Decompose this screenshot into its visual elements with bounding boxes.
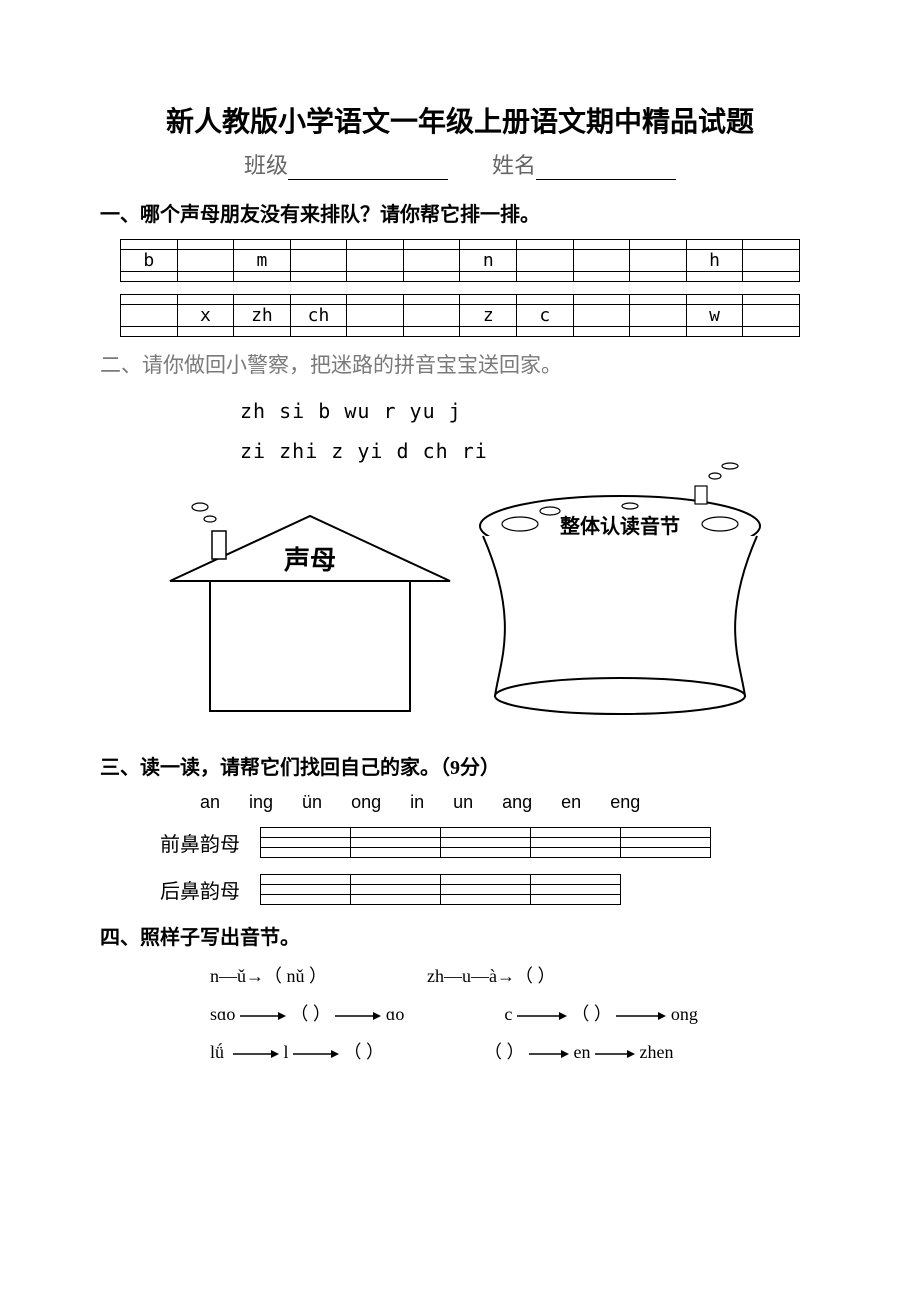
arrow-icon: [529, 1048, 569, 1060]
page: 新人教版小学语文一年级上册语文期中精品试题 班级 姓名 一、哪个声母朋友没有来排…: [0, 0, 920, 1136]
q1-r1-c1: b: [121, 250, 178, 272]
q4-heading: 四、照样子写出音节。: [100, 921, 820, 950]
q1-r2-c6[interactable]: [403, 305, 460, 327]
q1-table-1: b m n h: [120, 239, 800, 282]
name-label: 姓名: [492, 153, 536, 178]
q1-table-2: x zh ch z c w: [120, 294, 800, 337]
q1-r2-c2: x: [177, 305, 234, 327]
arrow-icon: [335, 1010, 381, 1022]
q1-r1-c3: m: [234, 250, 291, 272]
q1-r2-c12[interactable]: [743, 305, 800, 327]
q1-r2-c3: zh: [234, 305, 291, 327]
q1-r2-c8: c: [517, 305, 574, 327]
q4-r3c2[interactable]: （ ） en zhen: [484, 1038, 673, 1064]
q1-r2-c5[interactable]: [347, 305, 404, 327]
houses-svg: 声母 整体认读音节: [100, 461, 800, 741]
q4-r3c1[interactable]: lǘ l （ ）: [210, 1038, 384, 1064]
q1-r2-c1[interactable]: [121, 305, 178, 327]
q3-finals: an ing ün ong in un ang en eng: [200, 792, 820, 813]
q4-r3c2b: en: [574, 1042, 591, 1062]
q4-r2c1[interactable]: sɑo （ ） ɑo: [210, 1000, 404, 1026]
q4-r3c1c: （ ）: [344, 1042, 385, 1062]
q3-front-label: 前鼻韵母: [160, 828, 260, 857]
q1-r2-c9[interactable]: [573, 305, 630, 327]
q4-r3c2a: （ ）: [484, 1042, 525, 1062]
q4-r3c2c: zhen: [640, 1042, 674, 1062]
q4-row-3: lǘ l （ ） （ ） en zhen: [210, 1038, 820, 1064]
house-shape: [170, 503, 450, 711]
name-blank[interactable]: [536, 160, 676, 180]
q1-r2-c4: ch: [290, 305, 347, 327]
q1-r2-c11: w: [686, 305, 743, 327]
q1-r2-c7: z: [460, 305, 517, 327]
q1-r1-c5[interactable]: [347, 250, 404, 272]
page-title: 新人教版小学语文一年级上册语文期中精品试题: [100, 100, 820, 140]
q1-r1-c11: h: [686, 250, 743, 272]
q3-back-row: 后鼻韵母: [160, 874, 820, 905]
q4-r2c1a: sɑo: [210, 1004, 235, 1024]
q1-r2-c10[interactable]: [630, 305, 687, 327]
q3-heading: 三、读一读，请帮它们找回自己的家。（9分）: [100, 751, 820, 780]
q3-front-row: 前鼻韵母: [160, 827, 820, 858]
q4-r2c1c: ɑo: [386, 1004, 404, 1024]
q2-diagram: 声母 整体认读音节: [100, 461, 820, 741]
class-blank[interactable]: [288, 160, 448, 180]
q3-front-boxes[interactable]: [260, 827, 711, 858]
q4-r1c2[interactable]: zh—u—à→（ ）: [427, 962, 555, 988]
jar-shape: [480, 463, 760, 714]
jar-label: 整体认读音节: [559, 514, 680, 538]
q1-r1-c7: n: [460, 250, 517, 272]
q1-r1-c8[interactable]: [517, 250, 574, 272]
arrow-icon: [293, 1048, 339, 1060]
q1-r1-c2[interactable]: [177, 250, 234, 272]
arrow-icon: [517, 1010, 567, 1022]
q2-heading: 二、请你做回小警察，把迷路的拼音宝宝送回家。: [100, 349, 820, 379]
sub-header: 班级 姓名: [100, 148, 820, 180]
q4-r2c1b: （ ）: [290, 1004, 331, 1024]
house-label: 声母: [284, 546, 336, 575]
q4-row-2: sɑo （ ） ɑo c （ ） ong: [210, 1000, 820, 1026]
q4-r1c1: n—ǔ→（ nǔ ）: [210, 962, 327, 988]
arrow-icon: [595, 1048, 635, 1060]
arrow-icon: [616, 1010, 666, 1022]
class-label: 班级: [244, 153, 288, 178]
q4-r2c2b: （ ）: [571, 1004, 612, 1024]
q1-r1-c6[interactable]: [403, 250, 460, 272]
arrow-icon: [240, 1010, 286, 1022]
q1-r1-c10[interactable]: [630, 250, 687, 272]
q2-line1: zh si b wu r yu j: [240, 391, 820, 431]
q4-r2c2c: ong: [671, 1004, 698, 1024]
q1-r1-c9[interactable]: [573, 250, 630, 272]
q1-r1-c12[interactable]: [743, 250, 800, 272]
q1-r1-c4[interactable]: [290, 250, 347, 272]
q3-back-label: 后鼻韵母: [160, 875, 260, 904]
arrow-icon: [233, 1048, 279, 1060]
q4-r2c2[interactable]: c （ ） ong: [504, 1000, 698, 1026]
q3-back-boxes[interactable]: [260, 874, 621, 905]
q4-row-1: n—ǔ→（ nǔ ） zh—u—à→（ ）: [210, 962, 820, 988]
q4-r3c1b: l: [284, 1042, 289, 1062]
q4-r2c2a: c: [504, 1004, 512, 1024]
q1-heading: 一、哪个声母朋友没有来排队？请你帮它排一排。: [100, 198, 820, 227]
q4-r3c1a: lǘ: [210, 1042, 224, 1062]
